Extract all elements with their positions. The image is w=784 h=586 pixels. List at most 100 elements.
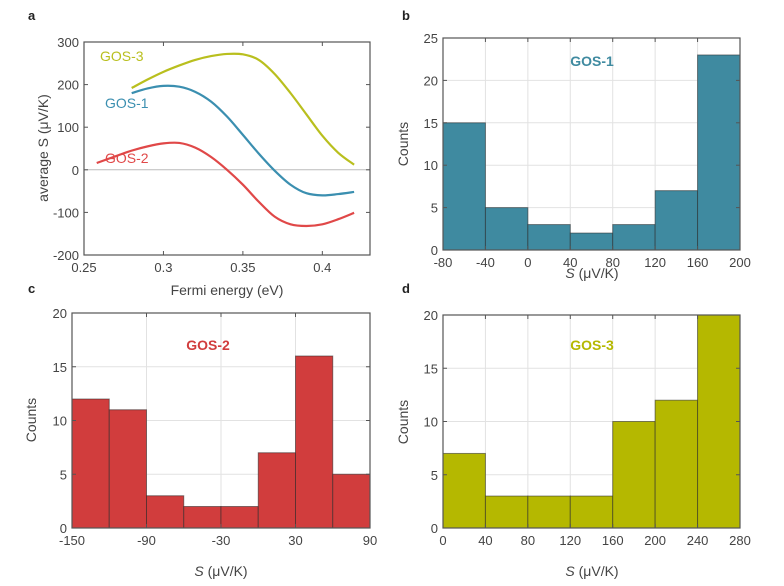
axes-box	[83, 41, 371, 256]
y-tick-label: 15	[424, 116, 438, 131]
y-tick-label: 5	[431, 201, 438, 216]
histogram-bar	[697, 54, 741, 251]
histogram-bar	[527, 224, 571, 251]
x-axis-label: S (μV/K)	[565, 563, 618, 579]
histogram-bar	[527, 495, 571, 529]
x-tick-label: 40	[563, 255, 577, 270]
histogram-bar	[442, 122, 486, 251]
x-tick-label: 160	[687, 255, 709, 270]
x-axis-label-symbol: S	[565, 563, 575, 579]
x-axis-label: S (μV/K)	[565, 265, 618, 281]
x-tick-label: 280	[729, 533, 751, 548]
y-tick-label: 25	[424, 31, 438, 46]
x-tick-label: 80	[521, 533, 535, 548]
x-axis-label-unit: (μV/K)	[575, 265, 619, 281]
histogram-bar	[612, 421, 656, 529]
x-tick-label: 120	[559, 533, 581, 548]
y-tick-label: 15	[53, 360, 67, 375]
y-tick-label: 0	[72, 163, 79, 178]
panel-c: c GOS-2 -150 -90 -30 30 90 0 5 10 15 20 S (μV/K) Coun…	[23, 281, 377, 579]
histogram-title: GOS-3	[570, 337, 614, 353]
x-tick-label: -80	[434, 255, 453, 270]
histogram-title: GOS-1	[570, 53, 614, 69]
histogram-bar	[183, 506, 222, 529]
panel-letter: c	[28, 281, 35, 296]
series-line-gos-3	[131, 52, 355, 166]
x-axis-label-unit: (μV/K)	[204, 563, 248, 579]
x-tick-label: 40	[478, 533, 492, 548]
x-tick-label: 240	[687, 533, 709, 548]
histogram-title: GOS-2	[186, 337, 230, 353]
x-tick-label: 200	[644, 533, 666, 548]
panel-d: d GOS-3 0 40 80 120 160 200 240 280 0 5 10 15 20 S (μV/…	[395, 281, 751, 579]
y-tick-label: 20	[53, 306, 67, 321]
y-axis-label: Counts	[23, 398, 39, 442]
x-tick-label: 160	[602, 533, 624, 548]
histogram-bar	[484, 207, 529, 251]
x-tick-label: 80	[605, 255, 619, 270]
y-tick-label: 5	[431, 468, 438, 483]
y-tick-label: 0	[60, 521, 67, 536]
x-tick-label: -90	[137, 533, 156, 548]
histogram-bar	[569, 495, 614, 529]
x-axis-label-symbol: S	[565, 265, 575, 281]
x-axis-label: S (μV/K)	[194, 563, 247, 579]
y-axis-label: Counts	[395, 122, 411, 166]
series-line-gos-1	[131, 84, 355, 197]
y-tick-label: 200	[57, 78, 79, 93]
histogram-bar	[697, 314, 741, 529]
y-axis-label: Counts	[395, 400, 411, 444]
y-tick-label: 0	[431, 243, 438, 258]
histogram-bar	[146, 495, 185, 529]
x-tick-label: 0.4	[313, 260, 331, 275]
y-tick-label: -100	[53, 205, 79, 220]
histogram-bar	[569, 232, 614, 251]
x-tick-label: -150	[59, 533, 85, 548]
y-tick-label: 20	[424, 308, 438, 323]
y-tick-label: 10	[424, 415, 438, 430]
x-tick-label: -40	[476, 255, 495, 270]
x-tick-label: 200	[729, 255, 751, 270]
histogram-bar	[71, 398, 110, 529]
y-tick-label: 300	[57, 35, 79, 50]
histogram-bar	[332, 473, 371, 529]
x-tick-label: 0	[439, 533, 446, 548]
y-tick-label: 20	[424, 73, 438, 88]
panel-b: b GOS-1 -80 -40 0 40 80 120 160 200 0 5 10 15 20 25 S (μ…	[395, 8, 751, 281]
series-line-gos-2	[96, 141, 355, 228]
y-tick-label: 5	[60, 467, 67, 482]
histogram-bar	[257, 452, 296, 529]
x-axis-label: Fermi energy (eV)	[171, 282, 284, 298]
y-tick-label: -200	[53, 248, 79, 263]
x-tick-label: 0.3	[154, 260, 172, 275]
histogram-bar	[295, 355, 334, 529]
x-tick-label: 0	[524, 255, 531, 270]
histogram-bar	[654, 399, 699, 529]
x-tick-label: 120	[644, 255, 666, 270]
x-axis-label-unit: (μV/K)	[575, 563, 619, 579]
series-label: GOS-2	[105, 150, 149, 166]
x-tick-label: 90	[363, 533, 377, 548]
x-tick-label: 30	[288, 533, 302, 548]
histogram-bar	[484, 495, 529, 529]
histogram-bar	[220, 506, 259, 529]
series-label: GOS-1	[105, 95, 149, 111]
y-tick-label: 10	[53, 414, 67, 429]
y-axis-label: average S (μV/K)	[35, 94, 51, 202]
histogram-bar	[612, 224, 656, 251]
histogram-bar	[108, 409, 147, 529]
x-axis-label-symbol: S	[194, 563, 204, 579]
series-label: GOS-3	[100, 48, 144, 64]
y-tick-label: 0	[431, 521, 438, 536]
histogram-bar	[654, 190, 699, 251]
x-tick-label: 0.25	[71, 260, 96, 275]
x-tick-label: -30	[212, 533, 231, 548]
y-tick-label: 15	[424, 361, 438, 376]
panel-letter: a	[28, 8, 36, 23]
panel-a: a GOS-3 GOS-1 GOS-2 0.25 0.3 0.35 0.4 -200 -100 0 1…	[28, 8, 371, 298]
panel-letter: d	[402, 281, 410, 296]
histogram-bar	[442, 452, 486, 529]
panel-letter: b	[402, 8, 410, 23]
y-tick-label: 10	[424, 158, 438, 173]
